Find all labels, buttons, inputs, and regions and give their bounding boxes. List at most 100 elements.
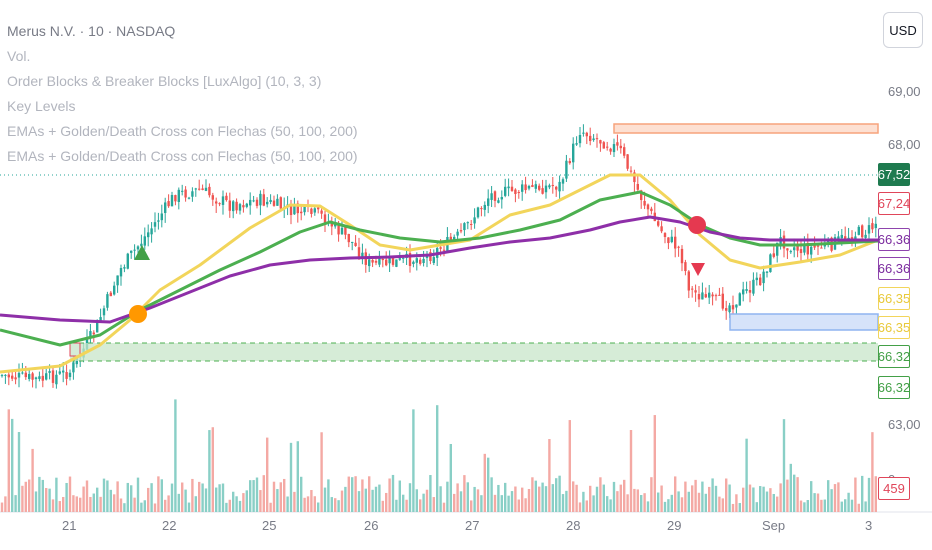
volume-bar <box>854 477 857 512</box>
candle-body <box>391 255 395 265</box>
candle-body <box>497 200 500 203</box>
volume-bar <box>150 483 153 512</box>
volume-bar <box>578 502 582 512</box>
candle-body <box>215 201 218 204</box>
volume-bar <box>687 491 690 512</box>
legend-emas-1[interactable]: EMAs + Golden/Death Cross con Flechas (5… <box>7 123 358 139</box>
volume-bar <box>680 497 684 512</box>
candle-body <box>388 257 391 264</box>
candle-body <box>232 201 235 212</box>
candle-body <box>558 181 561 192</box>
legend-symbol[interactable]: Merus N.V. · 10 · NASDAQ <box>7 23 176 39</box>
volume-bar <box>102 478 106 512</box>
volume-bar <box>857 503 860 512</box>
volume-bar <box>48 488 51 512</box>
candle-body <box>228 200 231 211</box>
legend-order-blocks[interactable]: Order Blocks & Breaker Blocks [LuxAlgo] … <box>7 73 322 89</box>
candle-body <box>650 208 653 212</box>
legend-emas-2[interactable]: EMAs + Golden/Death Cross con Flechas (5… <box>7 148 358 164</box>
volume-bar <box>470 500 473 512</box>
candle-body <box>116 275 119 286</box>
volume-bar <box>735 494 738 512</box>
volume-bar <box>235 496 238 512</box>
candle-body <box>357 247 361 258</box>
volume-bar <box>527 488 531 512</box>
candle-body <box>453 236 456 240</box>
candle-body <box>714 295 718 297</box>
volume-bar <box>72 495 75 512</box>
volume-bar <box>844 499 847 512</box>
volume-bar <box>497 484 500 512</box>
volume-bar <box>116 481 119 512</box>
volume-bar <box>616 491 619 512</box>
candle-body <box>0 375 4 377</box>
candle-body <box>867 225 871 234</box>
volume-bar <box>68 476 72 512</box>
time-axis-tick: 25 <box>262 518 277 533</box>
candle-body <box>92 332 95 335</box>
candle-body <box>276 198 279 206</box>
candle-body <box>735 304 738 308</box>
currency-button[interactable]: USD <box>883 12 923 48</box>
legend-key-levels[interactable]: Key Levels <box>7 98 76 114</box>
candle-body <box>803 244 806 253</box>
volume-bar <box>75 496 78 512</box>
volume-bar <box>704 493 707 512</box>
volume-bar <box>606 496 609 512</box>
candle-body <box>96 320 99 333</box>
volume-bar <box>398 480 401 512</box>
volume-bar <box>374 486 378 512</box>
legend-volume[interactable]: Vol. <box>7 48 31 64</box>
candle-body <box>323 214 327 225</box>
candle-body <box>442 249 446 251</box>
candle-body <box>45 373 48 380</box>
candle-body <box>143 236 146 246</box>
volume-bar <box>313 496 316 512</box>
candle-body <box>140 243 143 247</box>
candle-body <box>317 207 320 210</box>
candle-body <box>221 196 225 205</box>
candle-body <box>296 203 299 214</box>
volume-bar <box>347 476 350 512</box>
candle-body <box>493 191 497 201</box>
volume-bar <box>45 488 48 512</box>
volume-bar <box>565 490 568 512</box>
time-axis-tick: 27 <box>465 518 480 533</box>
candle-body <box>402 257 405 259</box>
candle-body <box>748 290 752 293</box>
candle-body <box>99 317 102 322</box>
candle-body <box>344 226 347 235</box>
volume-bar <box>371 489 374 512</box>
volume-bar <box>793 474 796 512</box>
candle-body <box>313 208 316 213</box>
volume-bar <box>789 463 792 512</box>
volume-bar <box>378 484 381 512</box>
candle-body <box>534 184 537 189</box>
volume-bar <box>293 491 296 512</box>
candle-body <box>820 247 823 249</box>
volume-bar <box>204 488 208 512</box>
volume-bar <box>34 491 38 512</box>
candle-body <box>204 187 208 191</box>
volume-bar <box>816 493 820 512</box>
candle-body <box>640 190 643 201</box>
volume-bar <box>691 485 694 512</box>
candle-body <box>589 135 592 142</box>
volume-bar <box>272 481 276 512</box>
ema-50-line <box>0 173 879 374</box>
candle-body <box>164 202 167 213</box>
volume-bar <box>765 491 769 512</box>
candle-body <box>208 186 211 196</box>
volume-bar <box>674 476 677 512</box>
candle-body <box>300 211 303 214</box>
volume-bar <box>164 499 167 512</box>
candle-body <box>531 185 534 188</box>
candle-body <box>470 224 473 226</box>
volume-bar <box>425 489 429 512</box>
ema-100-line <box>0 190 879 347</box>
candle-body <box>776 242 779 256</box>
volume-bar <box>228 499 231 512</box>
volume-bar <box>109 489 112 512</box>
